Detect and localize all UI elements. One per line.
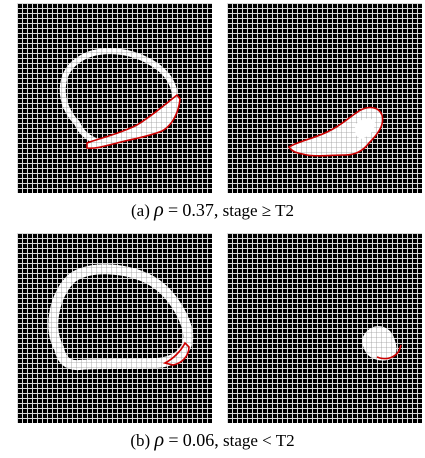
ring-mask	[48, 264, 194, 371]
caption-b-value: 0.06,	[182, 430, 219, 450]
lesion-region	[86, 93, 181, 149]
mask-overlay-b-right	[362, 326, 402, 361]
mask-overlay-b-left	[48, 264, 194, 371]
panel-b-left	[17, 233, 212, 423]
caption-a-stage: stage ≥ T2	[222, 201, 294, 220]
lesion-region	[162, 341, 190, 366]
caption-a-equals: =	[167, 200, 179, 220]
panel-b-right	[227, 233, 422, 423]
lesion-region	[287, 106, 384, 157]
panel-a-right	[227, 3, 422, 193]
mask-overlay-a-left	[59, 48, 181, 149]
caption-a-label: (a)	[131, 201, 150, 220]
caption-a-symbol: ρ	[154, 199, 164, 221]
caption-b-symbol: ρ	[154, 429, 165, 451]
mask-overlay-a-right	[287, 106, 384, 157]
caption-b-label: (b)	[130, 431, 151, 450]
lesion-region	[362, 326, 397, 361]
caption-a-value: 0.37,	[182, 200, 219, 220]
panel-a-left	[17, 3, 212, 193]
caption-b-stage: stage < T2	[222, 431, 295, 450]
caption-b: (b) ρ = 0.06, stage < T2	[0, 429, 425, 452]
caption-a: (a) ρ = 0.37, stage ≥ T2	[0, 199, 425, 222]
caption-b-equals: =	[168, 430, 179, 450]
